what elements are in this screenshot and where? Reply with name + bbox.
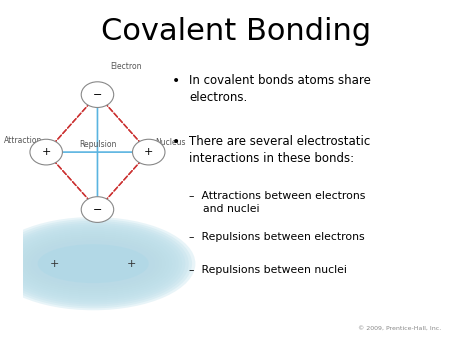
Text: −: − <box>93 204 102 215</box>
Text: −: − <box>93 90 102 100</box>
Text: There are several electrostatic
interactions in these bonds:: There are several electrostatic interact… <box>189 135 371 165</box>
Text: +: + <box>144 147 153 157</box>
Ellipse shape <box>14 231 172 297</box>
Text: Repulsion: Repulsion <box>79 140 116 149</box>
Text: •: • <box>172 135 180 149</box>
Ellipse shape <box>8 227 179 300</box>
Ellipse shape <box>0 221 189 307</box>
Text: In covalent bonds atoms share
electrons.: In covalent bonds atoms share electrons. <box>189 74 371 104</box>
Text: Electron: Electron <box>110 62 142 71</box>
Text: –  Repulsions between electrons: – Repulsions between electrons <box>189 232 365 242</box>
Text: +: + <box>50 259 59 269</box>
Text: Attraction: Attraction <box>4 136 42 145</box>
Text: Nucleus: Nucleus <box>155 138 186 147</box>
Ellipse shape <box>1 223 185 305</box>
Circle shape <box>30 139 63 165</box>
Ellipse shape <box>0 219 192 308</box>
Text: © 2009, Prentice-Hall, Inc.: © 2009, Prentice-Hall, Inc. <box>358 326 441 331</box>
Text: –  Attractions between electrons
    and nuclei: – Attractions between electrons and nucl… <box>189 191 366 214</box>
Circle shape <box>81 82 114 107</box>
Text: •: • <box>172 74 180 88</box>
Circle shape <box>81 197 114 222</box>
Text: –  Repulsions between nuclei: – Repulsions between nuclei <box>189 265 347 275</box>
Ellipse shape <box>0 217 195 310</box>
Circle shape <box>132 139 165 165</box>
Text: Covalent Bonding: Covalent Bonding <box>101 17 371 46</box>
Text: +: + <box>127 259 136 269</box>
Text: +: + <box>41 147 51 157</box>
Ellipse shape <box>38 244 149 283</box>
Ellipse shape <box>4 225 182 303</box>
Ellipse shape <box>11 228 176 299</box>
